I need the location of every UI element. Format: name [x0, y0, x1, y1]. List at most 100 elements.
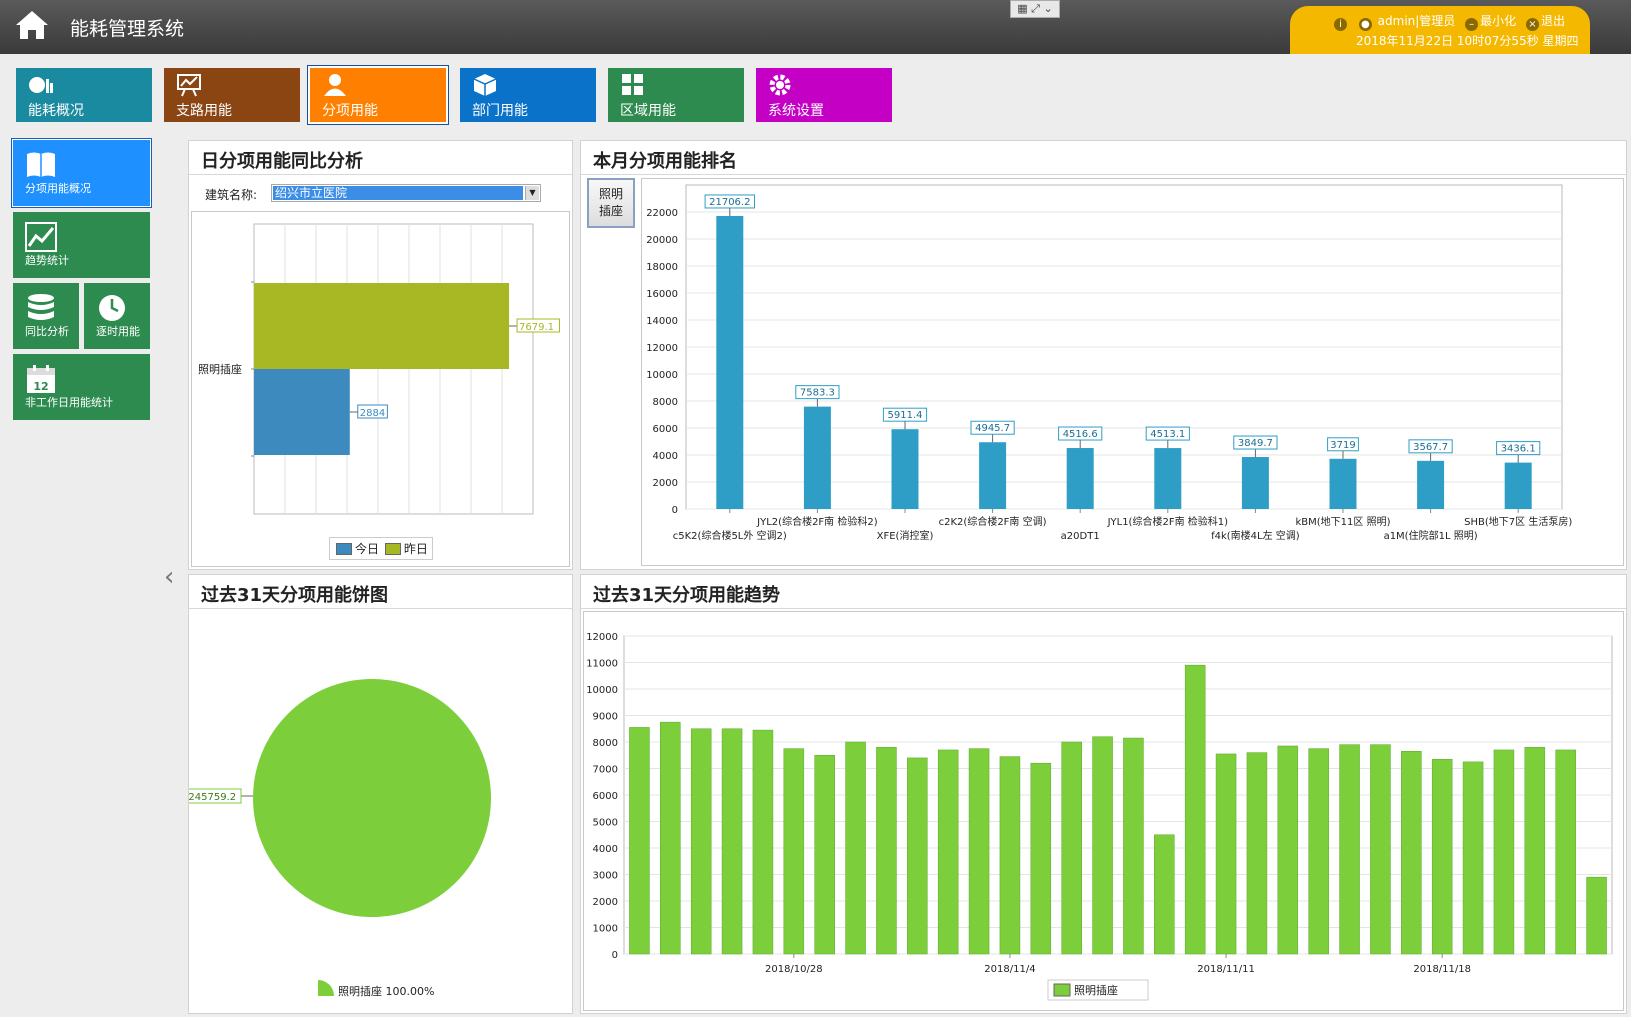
y-tick-label: 11000	[586, 659, 618, 670]
y-tick-label: 18000	[646, 262, 678, 273]
bar	[1184, 664, 1206, 955]
chevron-down-icon[interactable]: ▼	[525, 186, 539, 200]
window-controls[interactable]: ▦ ⤢ ⌄	[1010, 0, 1060, 18]
bar	[845, 741, 866, 955]
bar	[1061, 741, 1082, 955]
bar	[1586, 876, 1607, 955]
y-tick-label: 4000	[593, 844, 618, 855]
bar	[968, 748, 990, 955]
nav-department-energy[interactable]: 部门用能	[460, 68, 596, 122]
calendar-day-text: 12	[33, 380, 48, 393]
data-label-box	[882, 407, 928, 422]
daily-compare-chart: 照明插座 7679.1 2884	[198, 223, 560, 515]
nav-label: 分项用能	[322, 103, 378, 119]
logout-icon[interactable]: ×	[1525, 18, 1539, 31]
x-tick-label: a20DT1	[1061, 531, 1100, 542]
bar	[1066, 448, 1094, 509]
monthly-rank-chart: 0 2000 4000 6000 8000 10000 12000 14000 16000 180…	[646, 184, 1572, 542]
y-tick-label: 22000	[646, 208, 678, 219]
x-tick-label: 2018/11/11	[1197, 964, 1255, 975]
collapse-sidebar-icon[interactable]: ‹	[164, 562, 175, 592]
sidebar-item-hourly[interactable]: 逐时用能	[84, 283, 150, 349]
minimize-icon[interactable]: –	[1465, 18, 1479, 31]
nav-branch-energy[interactable]: 支路用能	[164, 68, 300, 122]
legend-label-today: 今日	[355, 542, 380, 556]
bar	[907, 757, 928, 955]
bar	[1277, 745, 1299, 955]
bar	[1555, 749, 1576, 955]
user-icon: ●	[1358, 18, 1372, 31]
panel-title: 过去31天分项用能饼图	[189, 575, 572, 609]
y-tick-label: 2000	[653, 478, 678, 489]
data-label: 4945.7	[975, 423, 1010, 434]
nav-label: 系统设置	[768, 103, 824, 119]
data-label: 7583.3	[800, 388, 835, 399]
legend-swatch-today	[336, 543, 352, 555]
daily-compare-plot: 照明插座 7679.1 2884	[191, 211, 570, 567]
data-label-box	[795, 385, 840, 400]
sidebar-item-itemized-overview[interactable]: 分项用能概况	[12, 139, 151, 207]
logout-button[interactable]: 退出	[1540, 14, 1565, 28]
x-tick-label: XFE(消控室)	[877, 529, 934, 542]
nav-energy-overview[interactable]: 能耗概况	[16, 68, 152, 122]
bar	[999, 756, 1021, 955]
data-label-box	[1145, 426, 1190, 441]
bar	[783, 748, 805, 955]
x-tick-label: 2018/11/18	[1413, 964, 1471, 975]
nav-system-settings[interactable]: 系统设置	[756, 68, 892, 122]
energy-overview-icon	[29, 77, 53, 93]
data-label-yesterday: 7679.1	[519, 322, 554, 333]
nav-area-energy[interactable]: 区域用能	[608, 68, 744, 122]
panel-monthly-rank: 本月分项用能排名 照明 插座 0 2000 4000 6000 8000 10000 1200…	[580, 140, 1627, 570]
y-tick-label: 5000	[593, 818, 618, 829]
y-tick-label: 12000	[646, 343, 678, 354]
y-tick-label: 7000	[593, 765, 618, 776]
bar	[876, 747, 897, 955]
pie31-chart: 245759.2 照明插座 100.00%	[189, 679, 491, 998]
bar	[891, 429, 919, 509]
cube-icon	[473, 74, 497, 96]
y-tick-label: 10000	[586, 685, 618, 696]
y-tick-label: 12000	[586, 632, 618, 643]
data-label: 5911.4	[888, 410, 923, 421]
legend-swatch-yesterday	[384, 543, 401, 555]
bar	[1308, 748, 1329, 955]
building-select-value: 绍兴市立医院	[273, 186, 523, 200]
legend-box	[1047, 979, 1149, 1001]
building-select[interactable]: 绍兴市立医院 ▼	[271, 184, 541, 202]
trend31-plot: 0 1000 2000 3000 4000 5000 6000 7000 8000 9000 100…	[583, 611, 1624, 1011]
data-label-box	[704, 194, 755, 209]
y-tick-label: 0	[672, 505, 678, 516]
y-tick-label: 16000	[646, 289, 678, 300]
sidebar-item-label: 逐时用能	[96, 325, 140, 338]
sidebar-item-trend[interactable]: 趋势统计	[13, 212, 150, 278]
data-label: 3567.7	[1413, 442, 1448, 453]
home-icon[interactable]	[14, 8, 50, 42]
y-tick-label: 4000	[653, 451, 678, 462]
bar	[1329, 458, 1357, 509]
y-tick-label: 1000	[593, 924, 618, 935]
nav-label: 能耗概况	[28, 103, 84, 119]
info-icon[interactable]: i	[1334, 18, 1347, 31]
bar	[690, 728, 712, 955]
nav-label: 区域用能	[620, 103, 676, 119]
data-label-box	[1408, 439, 1453, 454]
sidebar-item-nonworkday[interactable]: 12 非工作日用能统计	[13, 354, 150, 420]
category-button-lighting-socket[interactable]: 照明 插座	[587, 178, 635, 228]
data-label: 3849.7	[1238, 438, 1273, 449]
bar	[814, 755, 835, 955]
y-tick-label: 8000	[593, 738, 618, 749]
y-tick-label: 8000	[653, 397, 678, 408]
nav-itemized-energy[interactable]: 分项用能	[308, 66, 448, 124]
trend31-chart: 0 1000 2000 3000 4000 5000 6000 7000 8000 9000 100…	[586, 632, 1613, 1001]
pie-slice	[253, 679, 491, 917]
x-tick-label: JYL1(综合楼2F南 检验科1)	[1107, 515, 1229, 528]
minimize-button[interactable]: 最小化	[1480, 14, 1517, 28]
sidebar-item-label: 趋势统计	[25, 254, 69, 267]
y-tick-label: 0	[612, 950, 618, 961]
data-label: 4516.6	[1063, 429, 1098, 440]
legend-label-yesterday: 昨日	[403, 542, 428, 556]
sidebar-item-yoy-analysis[interactable]: 同比分析	[13, 283, 79, 349]
bar	[1462, 761, 1484, 955]
user-panel: i ● admin|管理员 – 最小化 × 退出 2018年11月22日 10时07…	[1290, 6, 1590, 54]
